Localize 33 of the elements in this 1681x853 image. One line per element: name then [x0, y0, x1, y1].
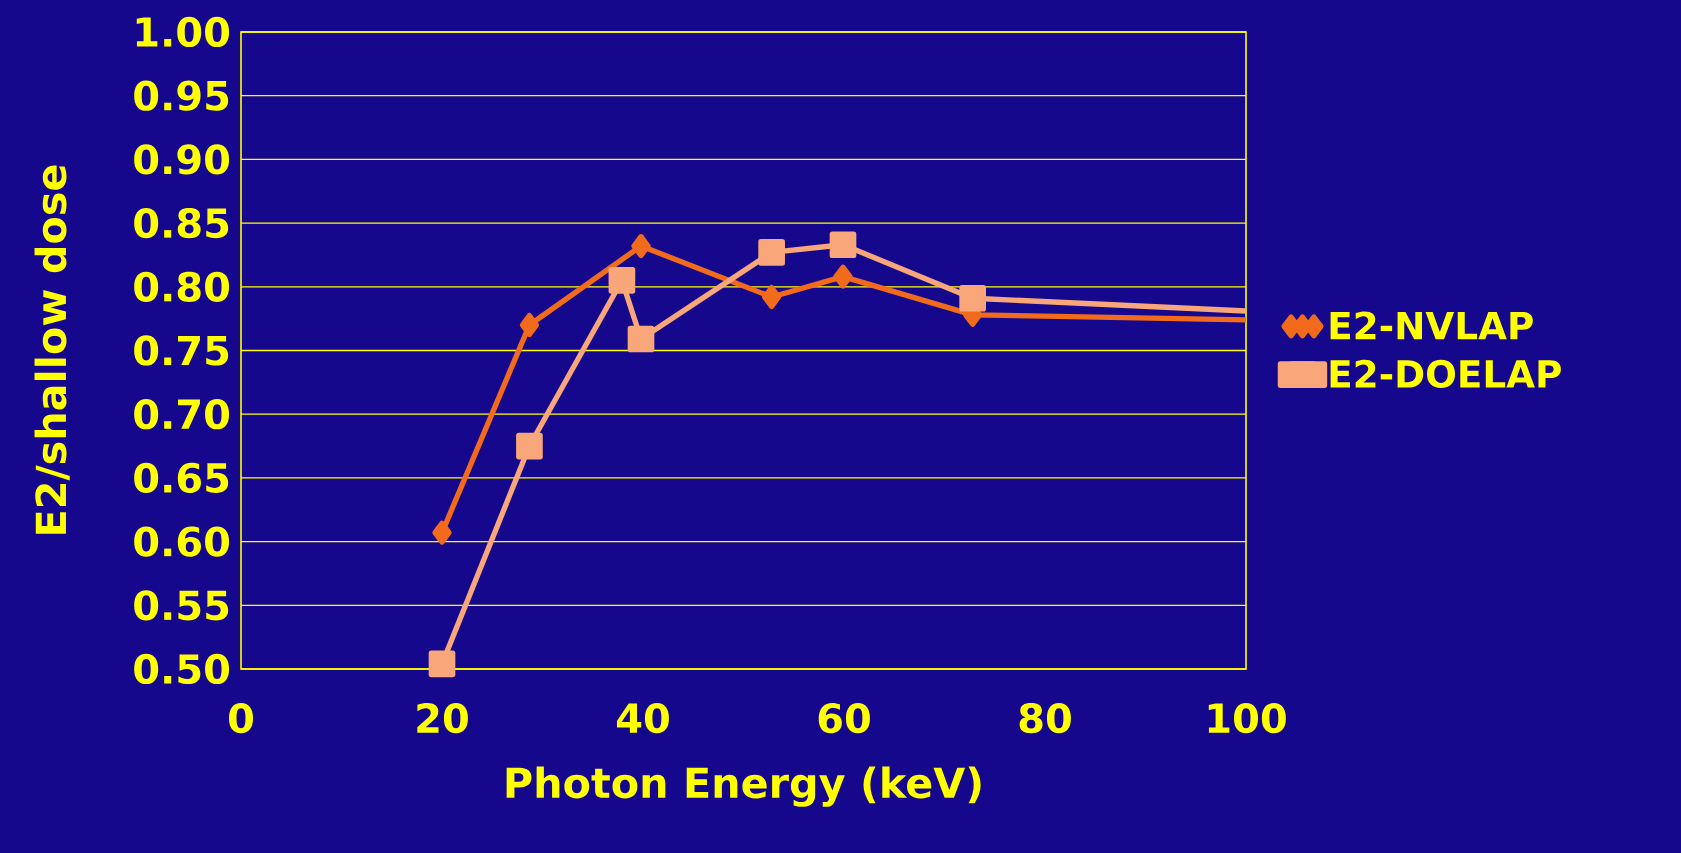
point: [519, 313, 540, 338]
x-tick-label: 20: [417, 703, 468, 734]
x-tick-label: 40: [616, 703, 669, 734]
point: [432, 520, 452, 545]
y-tick-label: 0.80: [134, 271, 230, 302]
y-tick-label: 0.75: [134, 335, 229, 366]
x-tick-label: 100: [1208, 703, 1286, 734]
x-tick-label: 60: [818, 703, 870, 734]
point: [428, 650, 456, 678]
point: [631, 234, 651, 259]
y-tick-label: 0.55: [134, 590, 229, 621]
y-tick-label: 0.90: [134, 144, 230, 175]
y-tick-label: 0.60: [134, 526, 230, 557]
x-axis-title: Photon Energy (keV): [506, 766, 981, 807]
legend-label: E2-NVLAP: [1330, 311, 1533, 340]
point: [959, 284, 986, 312]
y-tick-label: 1.00: [136, 16, 230, 48]
y-tick-label: 0.70: [134, 399, 230, 430]
y-tick-label: 0.85: [134, 207, 229, 239]
point: [833, 264, 853, 289]
point: [758, 239, 785, 266]
x-tick-label: 80: [1019, 703, 1071, 734]
point: [608, 267, 636, 294]
y-tick-label: 0.50: [134, 653, 230, 685]
point: [829, 231, 857, 259]
y-tick-label: 0.95: [134, 80, 229, 111]
x-tick-label: 0: [229, 703, 254, 734]
point: [516, 432, 543, 460]
y-axis-title: E2/shallow dose: [34, 165, 70, 534]
point: [627, 325, 655, 353]
legend-label: E2-DOELAP: [1330, 359, 1561, 389]
y-tick-label: 0.65: [134, 462, 229, 494]
point: [761, 284, 782, 309]
